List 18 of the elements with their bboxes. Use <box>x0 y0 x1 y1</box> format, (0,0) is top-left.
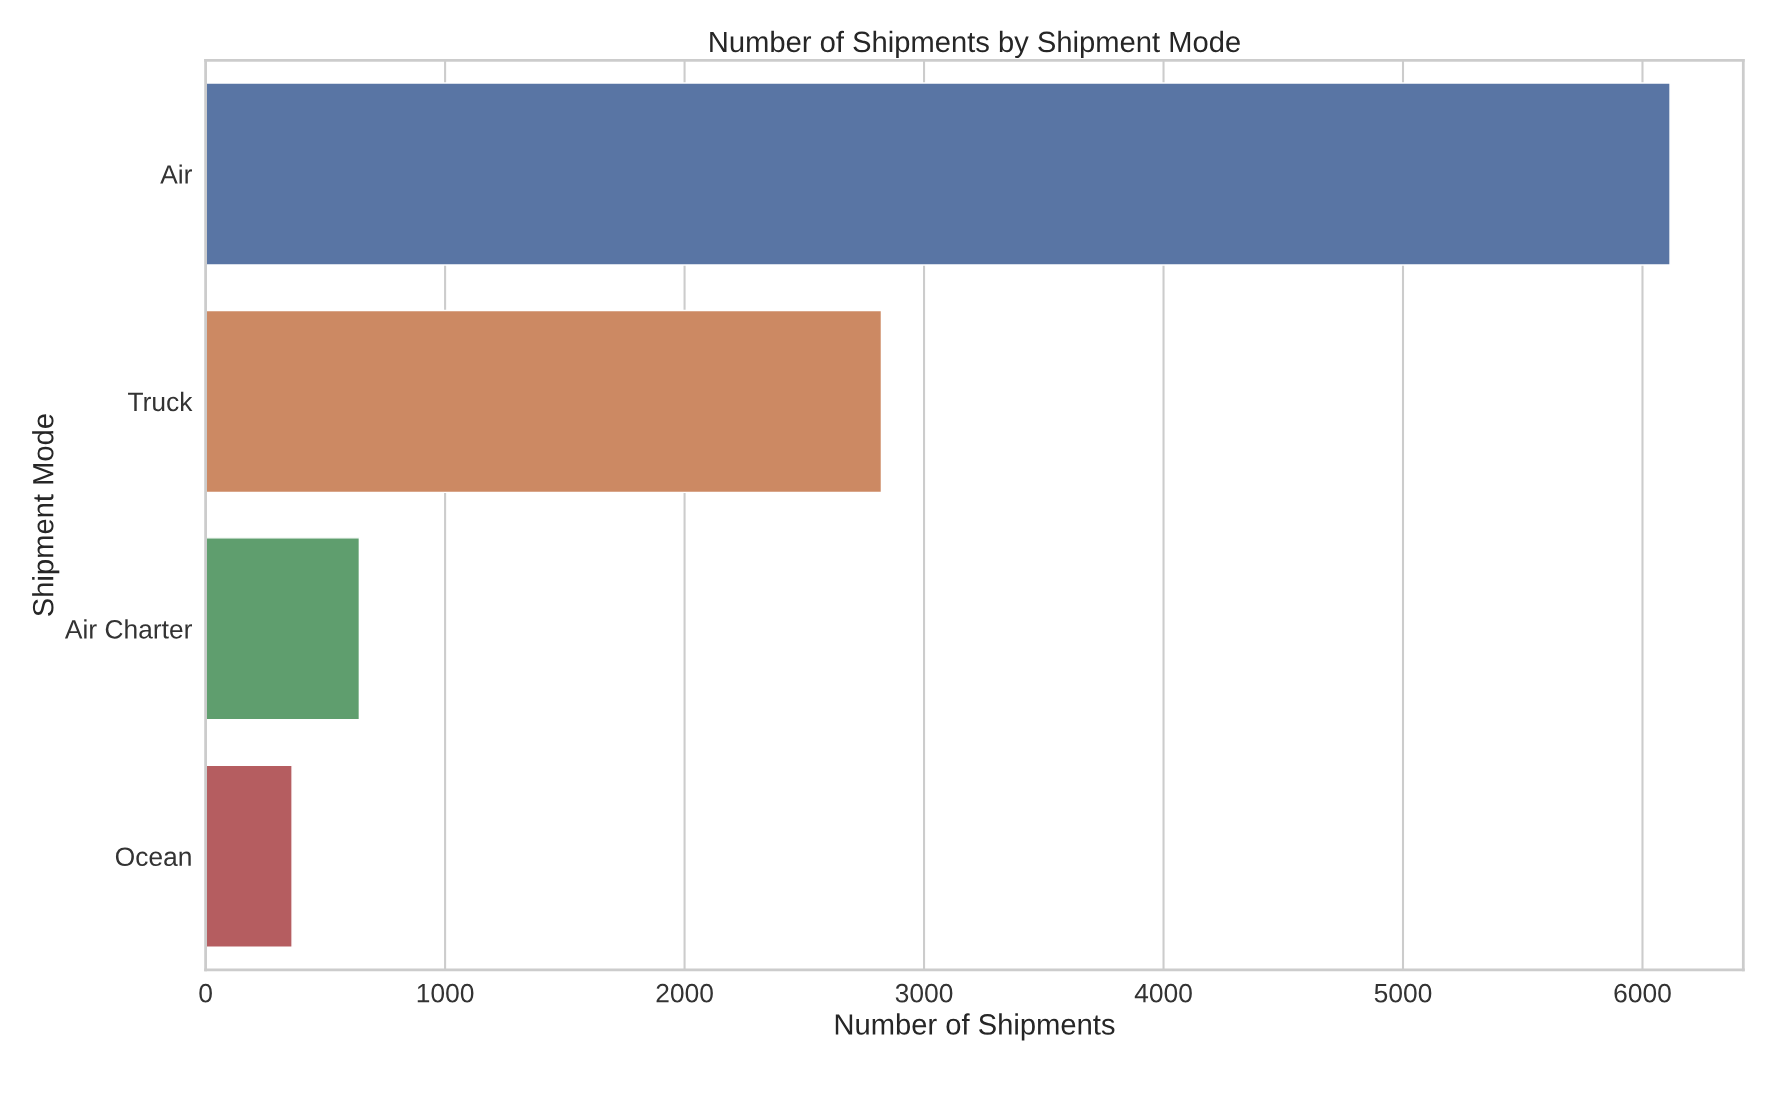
y-tick-label: Air <box>160 164 192 184</box>
x-tick-label: 1000 <box>417 983 474 1003</box>
x-tick-label: 5000 <box>1374 983 1432 1003</box>
y-tick-label: Air Charter <box>64 619 192 639</box>
bar <box>205 764 293 948</box>
x-axis-title: Number of Shipments <box>835 1013 1115 1041</box>
chart-title: Number of Shipments by Shipment Mode <box>710 30 1240 58</box>
bar <box>205 309 883 494</box>
y-axis-title: Shipment Mode <box>32 414 60 616</box>
y-tick-label: Ocean <box>115 847 191 867</box>
x-tick-label: 6000 <box>1614 983 1671 1003</box>
x-tick-label: 3000 <box>895 983 953 1003</box>
x-tick-label: 4000 <box>1134 983 1192 1003</box>
x-tick-label: 2000 <box>656 983 713 1003</box>
x-tick-label: 0 <box>199 983 212 1003</box>
y-tick-label: Truck <box>128 391 193 412</box>
bar <box>205 537 361 721</box>
bar <box>205 82 1671 266</box>
